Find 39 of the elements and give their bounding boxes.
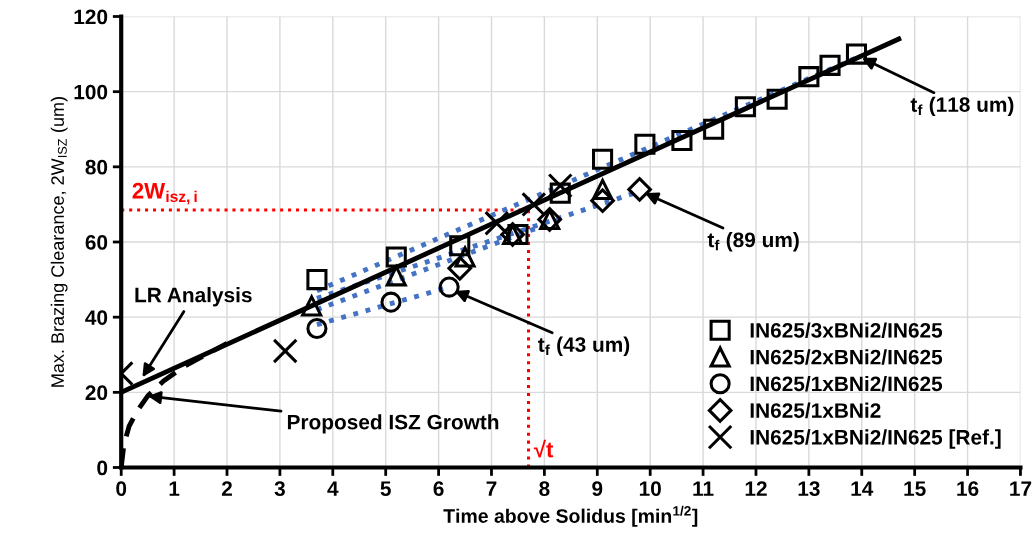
x-tick-label: 2: [221, 481, 232, 496]
ref-line-label: 2W$_{isz,i}$: [132, 182, 197, 205]
x-tick-label: 4: [327, 481, 339, 496]
x-tick-label: 7: [486, 481, 497, 496]
x-tick-label: 10: [639, 481, 661, 496]
x-tick-label: 15: [904, 481, 926, 496]
x-tick-label: 13: [798, 481, 820, 497]
x-tick-label: 12: [745, 481, 767, 496]
x-axis-title: Time above Solidus [min$^{1/2}$]: [443, 505, 698, 527]
ref-line-label: √t: [533, 439, 554, 458]
legend-label: IN625/1xBNi2: [750, 402, 881, 419]
x-tick-label: 14: [851, 481, 874, 496]
legend-label: IN625/1xBNi2/IN625 [Ref.]: [750, 429, 1001, 449]
x-tick-label: 1: [169, 481, 180, 496]
annotation: t$_{f}$ (89 um): [707, 231, 799, 252]
legend-label: IN625/3xBNi2/IN625: [750, 322, 943, 338]
y-tick-label: 100: [74, 84, 108, 100]
y-tick-label: 0: [97, 460, 108, 476]
annotation: Proposed ISZ Growth: [287, 414, 499, 434]
legend-label: IN625/2xBNi2/IN625: [750, 349, 943, 365]
y-axis-title: Max. Brazing Clearance, 2W$_{ISZ}$ (um): [50, 97, 68, 387]
y-tick-label: 20: [85, 385, 108, 401]
x-tick-label: 5: [380, 481, 391, 496]
x-tick-label: 3: [274, 481, 285, 497]
legend-label: IN625/1xBNi2/IN625: [750, 375, 943, 392]
x-tick-label: 8: [539, 481, 550, 496]
x-tick-label: 16: [957, 481, 979, 496]
x-tick-label: 0: [116, 481, 127, 496]
y-tick-label: 120: [74, 9, 108, 25]
y-tick-label: 80: [85, 159, 108, 175]
x-tick-label: 17: [1010, 481, 1032, 496]
annotation: LR Analysis: [135, 287, 252, 307]
x-tick-label: 11: [693, 481, 714, 496]
x-tick-label: 6: [433, 481, 444, 496]
annotation: t$_{f}$ (118 um): [910, 96, 1014, 117]
y-tick-label: 40: [85, 310, 108, 325]
x-tick-label: 9: [592, 481, 603, 496]
annotation: t$_{f}$ (43 um): [538, 336, 630, 357]
y-tick-label: 60: [85, 235, 108, 250]
